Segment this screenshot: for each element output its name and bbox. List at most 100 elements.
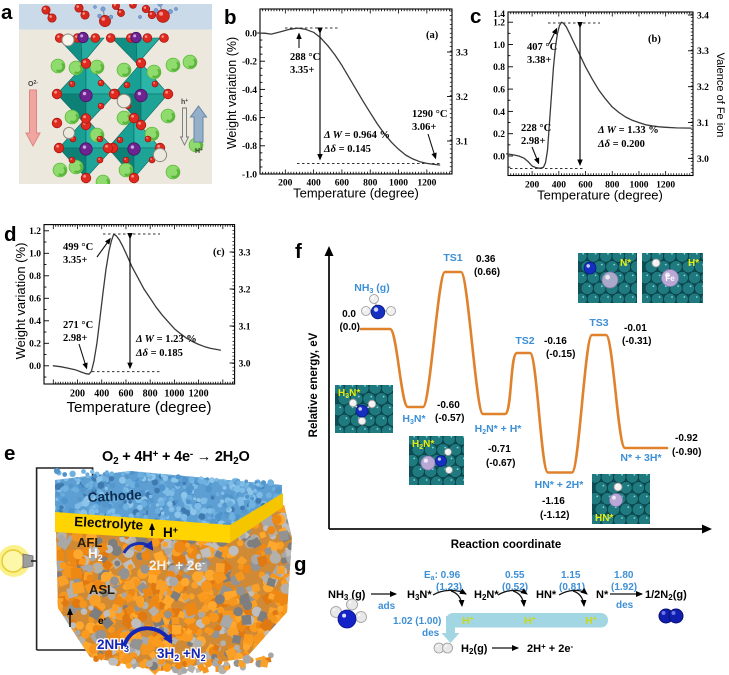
svg-text:499 °C: 499 °C [63,242,93,253]
svg-text:1000: 1000 [629,181,648,191]
svg-text:TS2: TS2 [515,335,534,347]
svg-text:-0.8: -0.8 [242,142,257,152]
svg-text:-1.16: -1.16 [542,496,565,507]
svg-text:(-1.12): (-1.12) [540,510,569,521]
svg-text:H*: H* [688,258,699,269]
svg-text:H+: H+ [585,615,597,627]
svg-text:Relative energy, eV: Relative energy, eV [308,332,320,437]
svg-text:0.8: 0.8 [29,272,41,282]
svg-text:(0.52): (0.52) [502,582,528,593]
svg-text:400: 400 [94,389,109,400]
svg-text:200: 200 [278,179,293,189]
svg-text:1200: 1200 [189,389,209,400]
svg-text:1.2: 1.2 [29,227,41,237]
svg-text:-0.4: -0.4 [242,86,257,96]
svg-text:0.6: 0.6 [493,86,505,96]
svg-text:(b): (b) [648,34,661,45]
svg-text:2NH3: 2NH3 [97,637,129,654]
svg-text:(-0.57): (-0.57) [435,413,464,424]
svg-text:3.3: 3.3 [697,47,709,57]
svg-text:1200: 1200 [656,181,675,191]
svg-text:3.4: 3.4 [697,11,709,21]
svg-text:200: 200 [525,181,540,191]
svg-text:3.35+: 3.35+ [290,65,314,76]
svg-text:N* + 3H*: N* + 3H* [620,452,662,464]
svg-text:3.35+: 3.35+ [63,255,87,266]
svg-text:H3N*: H3N* [338,388,360,400]
svg-text:3.3: 3.3 [456,48,468,58]
svg-text:0.36: 0.36 [476,254,496,265]
svg-text:600: 600 [335,179,350,189]
svg-text:407 °C: 407 °C [527,42,557,53]
svg-text:3H2 +N2: 3H2 +N2 [157,646,206,663]
svg-text:1/2N2(g): 1/2N2(g) [645,589,687,602]
svg-text:Temperature (degree): Temperature (degree) [66,399,211,416]
svg-text:c: c [470,5,481,28]
svg-text:3.0: 3.0 [239,359,251,369]
svg-text:e-: e- [98,616,107,627]
svg-text:(a): (a) [426,30,439,41]
svg-text:Δδ = 0.185: Δδ = 0.185 [135,348,183,359]
svg-text:(-0.31): (-0.31) [622,336,651,347]
svg-text:600: 600 [578,181,593,191]
svg-text:0.2: 0.2 [29,340,41,350]
svg-text:1000: 1000 [164,389,184,400]
svg-text:Δ W = 0.964 %: Δ W = 0.964 % [323,130,390,141]
svg-text:1290 °C: 1290 °C [412,109,447,120]
svg-text:-0.16: -0.16 [544,336,567,347]
svg-text:H2N*: H2N* [412,439,434,451]
svg-text:H+: H+ [524,615,536,627]
svg-text:HN* + 2H*: HN* + 2H* [535,479,585,491]
svg-text:1000: 1000 [389,179,408,189]
svg-text:(c): (c) [213,247,225,258]
svg-text:-0.71: -0.71 [488,444,511,455]
svg-text:(1.23): (1.23) [436,582,462,593]
svg-text:Δδ = 0.145: Δδ = 0.145 [323,144,371,155]
svg-text:H2N*: H2N* [474,589,499,602]
svg-text:(0.66): (0.66) [474,267,500,278]
svg-text:Fe: Fe [665,274,675,283]
svg-text:H+: H+ [195,147,203,155]
svg-text:f: f [295,240,302,263]
svg-text:0.0: 0.0 [493,152,505,162]
svg-text:2.98+: 2.98+ [63,333,87,344]
svg-text:Weight variation (%): Weight variation (%) [225,37,239,149]
svg-text:400: 400 [306,179,321,189]
svg-text:0.4: 0.4 [493,108,505,118]
svg-text:0.8: 0.8 [493,63,505,73]
svg-text:800: 800 [605,181,620,191]
svg-text:(0.81): (0.81) [559,582,585,593]
svg-text:228 °C: 228 °C [521,123,551,134]
svg-text:1200: 1200 [417,179,436,189]
svg-text:H3N*: H3N* [407,589,432,602]
svg-text:-0.92: -0.92 [675,433,698,444]
svg-text:Valence of Fe ion: Valence of Fe ion [714,53,726,138]
svg-text:400: 400 [552,181,567,191]
svg-text:N*: N* [620,258,631,269]
svg-text:Δ W = 1.33 %: Δ W = 1.33 % [597,125,659,136]
svg-text:1.0: 1.0 [493,41,505,51]
svg-text:1.02 (1.00): 1.02 (1.00) [393,616,441,627]
svg-text:-1.0: -1.0 [242,170,257,180]
svg-text:1.15: 1.15 [561,570,581,581]
svg-text:3.1: 3.1 [456,137,468,147]
svg-text:0.55: 0.55 [505,570,525,581]
svg-text:Δ W = 1.23 %: Δ W = 1.23 % [135,334,197,345]
svg-text:H+: H+ [462,615,474,627]
svg-text:Temperature (degree): Temperature (degree) [537,188,663,203]
svg-text:200: 200 [70,389,85,400]
svg-text:0.4: 0.4 [29,317,41,327]
svg-text:O2-: O2- [28,80,38,88]
svg-text:Temperature (degree): Temperature (degree) [293,186,419,201]
svg-text:2H+ + 2e-: 2H+ + 2e- [149,558,205,573]
svg-text:(0.0): (0.0) [339,322,360,333]
svg-text:3.3: 3.3 [239,248,251,258]
svg-text:2H+ + 2e-: 2H+ + 2e- [527,642,574,655]
svg-text:O2 + 4H+ + 4e- → 2H2O: O2 + 4H+ + 4e- → 2H2O [102,449,250,467]
svg-text:3.0: 3.0 [697,155,709,165]
svg-text:3.1: 3.1 [239,322,251,332]
svg-text:0.0: 0.0 [29,362,41,372]
svg-text:288 °C: 288 °C [290,52,320,63]
svg-text:3.2: 3.2 [239,285,251,295]
svg-text:600: 600 [118,389,133,400]
